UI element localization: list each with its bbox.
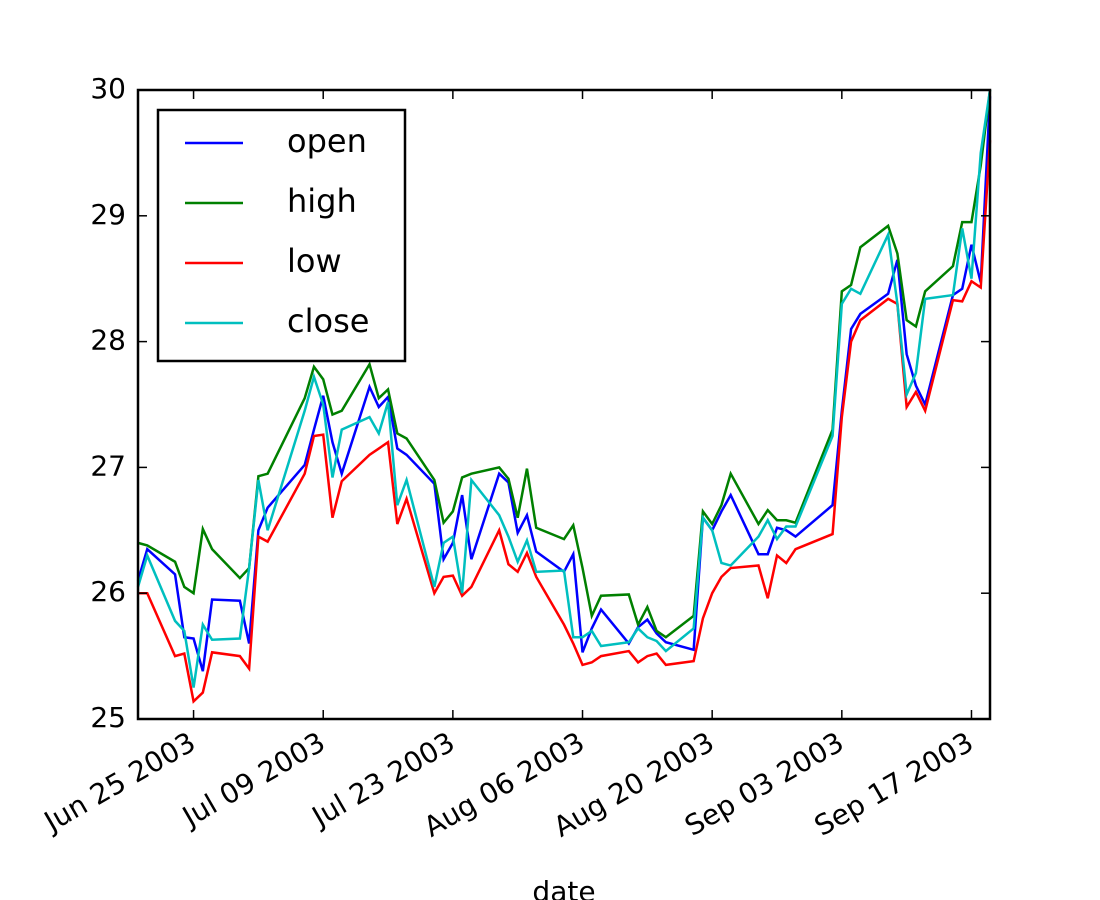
series-line <box>137 89 992 639</box>
y-tick-label: 28 <box>90 324 126 357</box>
plot-frame <box>136 88 992 721</box>
y-tick-label: 30 <box>90 72 126 105</box>
legend-label: high <box>287 182 357 220</box>
legend: open high low close <box>156 108 407 363</box>
legend-label: low <box>287 242 342 280</box>
legend-box <box>156 108 407 363</box>
y-tick-label: 25 <box>90 701 126 734</box>
y-tick-label: 26 <box>90 575 126 608</box>
legend-label: close <box>287 302 369 340</box>
legend-label: open <box>287 122 367 160</box>
x-axis-label: date <box>532 875 595 900</box>
series-line <box>138 140 992 704</box>
series-line <box>136 89 992 688</box>
y-tick-label: 29 <box>90 198 126 231</box>
x-tick-label: Jul 09 2003 <box>175 725 330 834</box>
y-tick-label: 27 <box>90 449 126 482</box>
series-line <box>136 96 992 672</box>
x-tick-label: Jun 25 2003 <box>37 725 201 839</box>
